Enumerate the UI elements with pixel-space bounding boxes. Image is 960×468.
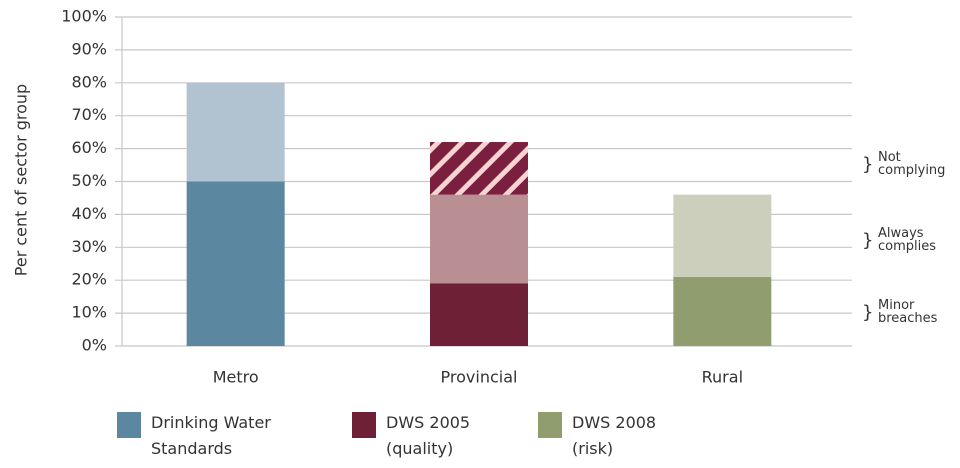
legend-label: Drinking Water Standards [151, 413, 271, 458]
legend-label: DWS 2008 (risk) [572, 413, 657, 458]
annotation-brace: } [862, 302, 873, 323]
y-tick-label: 30% [71, 237, 107, 256]
annotation-text: Always complies [878, 227, 937, 254]
bar-segment [186, 181, 285, 346]
y-axis-label: Per cent of sector group [12, 84, 31, 276]
bar-segment [430, 142, 528, 195]
legend-label-box: Drinking Water Standards [151, 413, 271, 458]
y-tick-label: 10% [71, 303, 107, 322]
y-tick-label: 100% [61, 7, 107, 26]
y-tick-label: 20% [71, 270, 107, 289]
annotation-text-box: Not complying [878, 151, 946, 178]
bar-segment [673, 276, 772, 346]
x-tick-label: Rural [702, 368, 743, 387]
bar-segment [673, 194, 772, 277]
annotation-text: Minor breaches [878, 299, 938, 326]
y-tick-label: 90% [71, 39, 107, 58]
bar-segment [430, 194, 528, 284]
annotation-text: Not complying [878, 151, 946, 178]
y-tick-label: 60% [71, 138, 107, 157]
annotation-text-box: Minor breaches [878, 299, 938, 326]
legend-label-box: DWS 2008 (risk) [572, 413, 657, 458]
x-tick-label: Metro [213, 368, 259, 387]
x-tick-label: Provincial [441, 368, 518, 387]
legend-label: DWS 2005 (quality) [386, 413, 471, 458]
legend-swatch [352, 412, 376, 438]
legend-swatch [117, 412, 141, 438]
bar-segment [186, 82, 285, 182]
y-tick-label: 0% [82, 336, 107, 355]
legend-swatch [538, 412, 562, 438]
y-tick-label: 40% [71, 204, 107, 223]
bar-segment [430, 283, 528, 346]
y-tick-label: 80% [71, 72, 107, 91]
annotation-text-box: Always complies [878, 227, 937, 254]
annotation-brace: } [862, 230, 873, 251]
y-tick-label: 50% [71, 171, 107, 190]
legend-label-box: DWS 2005 (quality) [386, 413, 471, 458]
y-tick-label: 70% [71, 105, 107, 124]
annotation-brace: } [862, 154, 873, 175]
